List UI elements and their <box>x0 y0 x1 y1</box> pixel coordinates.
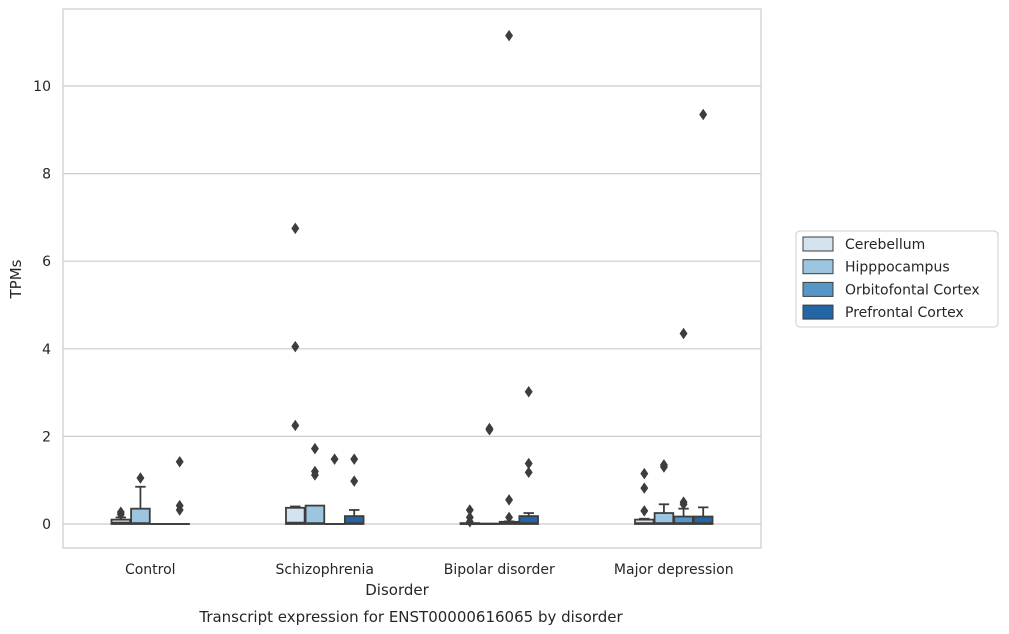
x-tick-label: Control <box>125 562 176 578</box>
outlier-point <box>465 511 474 524</box>
gridlines <box>63 85 761 525</box>
figure-caption: Transcript expression for ENST0000061606… <box>198 608 623 626</box>
box-iqr <box>285 506 306 525</box>
box-iqr <box>130 507 151 525</box>
outlier-point <box>505 29 514 42</box>
box-cerebellum <box>634 467 655 525</box>
box-orbitofontal-cortex <box>324 453 345 525</box>
outlier-point <box>679 496 688 508</box>
boxes <box>110 29 714 528</box>
legend-label: Cerebellum <box>845 237 925 253</box>
outlier-point <box>524 457 533 470</box>
legend-label: Prefrontal Cortex <box>845 305 964 321</box>
outlier-point <box>291 419 300 432</box>
y-tick-label: 0 <box>42 517 51 533</box>
outlier-point <box>640 482 649 494</box>
outlier-point <box>524 466 533 479</box>
outlier-point <box>505 511 514 524</box>
outlier-point <box>291 222 300 235</box>
legend-swatch <box>802 259 834 275</box>
outlier-point <box>524 385 533 398</box>
box-prefrontal-cortex <box>692 108 714 525</box>
outlier-point <box>291 340 300 353</box>
outlier-point <box>659 459 668 471</box>
x-tick-label: Schizophrenia <box>276 562 374 578</box>
outlier-point <box>465 504 474 516</box>
outlier-point <box>485 422 494 435</box>
outlier-point <box>136 472 145 484</box>
y-tick-labels: 0 2 4 6 8 10 <box>33 79 51 533</box>
box-hipppocampus <box>653 459 675 525</box>
box-prefrontal-cortex <box>169 456 190 525</box>
y-axis-title: TPMs <box>7 259 25 299</box>
box-cerebellum <box>459 504 481 528</box>
x-axis-title: Disorder <box>365 581 429 599</box>
legend-frame <box>795 230 999 328</box>
box-orbitofontal-cortex <box>673 327 694 525</box>
outlier-point <box>310 442 319 455</box>
box-hipppocampus <box>130 472 151 525</box>
outlier-point <box>175 456 184 468</box>
legend-label: Hipppocampus <box>845 260 950 276</box>
box-hipppocampus <box>479 422 500 525</box>
legend-swatch <box>802 281 834 297</box>
box-orbitofontal-cortex <box>498 29 520 525</box>
plot-frame <box>62 8 762 549</box>
outlier-point <box>350 475 359 487</box>
outlier-point <box>116 506 125 518</box>
legend-label: Orbitofontal Cortex <box>845 282 980 298</box>
outlier-point <box>505 494 514 506</box>
box-prefrontal-cortex <box>343 453 365 525</box>
legend-swatch <box>802 304 834 320</box>
outlier-point <box>679 327 688 340</box>
legend-swatch <box>802 236 834 252</box>
outlier-point <box>640 505 649 517</box>
box-iqr <box>304 504 326 525</box>
box-cerebellum <box>285 222 306 525</box>
y-tick-label: 4 <box>42 342 51 358</box>
box-prefrontal-cortex <box>518 385 539 525</box>
y-tick-label: 8 <box>42 167 51 183</box>
box-hipppocampus <box>304 442 326 525</box>
x-tick-labels: Control Schizophrenia Bipolar disorder Majo… <box>125 562 734 578</box>
y-tick-label: 10 <box>33 79 51 95</box>
x-tick-label: Major depression <box>614 562 734 578</box>
y-tick-label: 6 <box>42 254 51 270</box>
y-tick-label: 2 <box>42 429 51 445</box>
x-tick-label: Bipolar disorder <box>444 562 555 578</box>
legend: Cerebellum Hipppocampus Orbitofontal Corte… <box>795 230 999 328</box>
box-cerebellum <box>110 506 132 525</box>
outlier-point <box>330 453 339 465</box>
outlier-point <box>699 108 708 121</box>
outlier-point <box>310 465 319 478</box>
outlier-point <box>175 499 184 512</box>
outlier-point <box>640 467 649 480</box>
outlier-point <box>350 453 359 465</box>
